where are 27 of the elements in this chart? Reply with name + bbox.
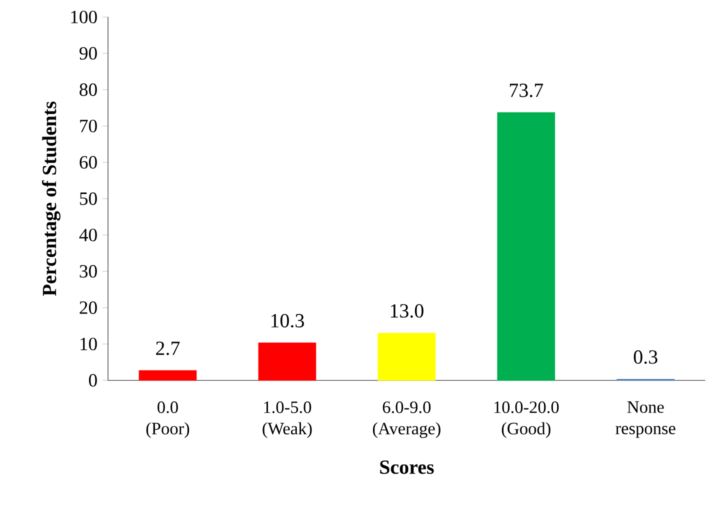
y-tick-label: 90 <box>80 47 97 60</box>
x-tick-label: None response <box>616 401 676 438</box>
bar <box>258 342 316 381</box>
bar <box>497 112 556 381</box>
x-tick-label: 0.0 (Poor) <box>146 401 190 438</box>
x-tick-label: 10.0-20.0 (Good) <box>494 401 559 438</box>
y-tick-label: 30 <box>80 265 97 278</box>
y-tick-label: 10 <box>80 338 97 350</box>
x-tick-label: 1.0-5.0 (Weak) <box>262 401 312 438</box>
y-tick-label: 80 <box>80 83 97 96</box>
y-tick-label: 40 <box>79 228 97 242</box>
x-axis-title: Scores <box>380 460 434 474</box>
y-tick-label: 50 <box>80 192 97 205</box>
y-tick-label: 0 <box>88 374 97 387</box>
data-label: 10.3 <box>271 314 304 328</box>
data-label: 13.0 <box>390 304 424 318</box>
y-tick-label: 70 <box>80 120 97 132</box>
bar <box>138 370 197 381</box>
bar <box>378 332 436 381</box>
y-tick-label: 20 <box>80 301 97 314</box>
y-tick-label: 60 <box>80 156 97 169</box>
data-label: 2.7 <box>156 342 180 356</box>
y-tick-label: 100 <box>71 10 97 24</box>
data-label: 0.3 <box>634 350 658 364</box>
data-label: 73.7 <box>510 84 544 98</box>
x-tick-label: 6.0-9.0 (Average) <box>372 401 440 438</box>
y-axis-title: Percentage of Students <box>42 102 60 296</box>
